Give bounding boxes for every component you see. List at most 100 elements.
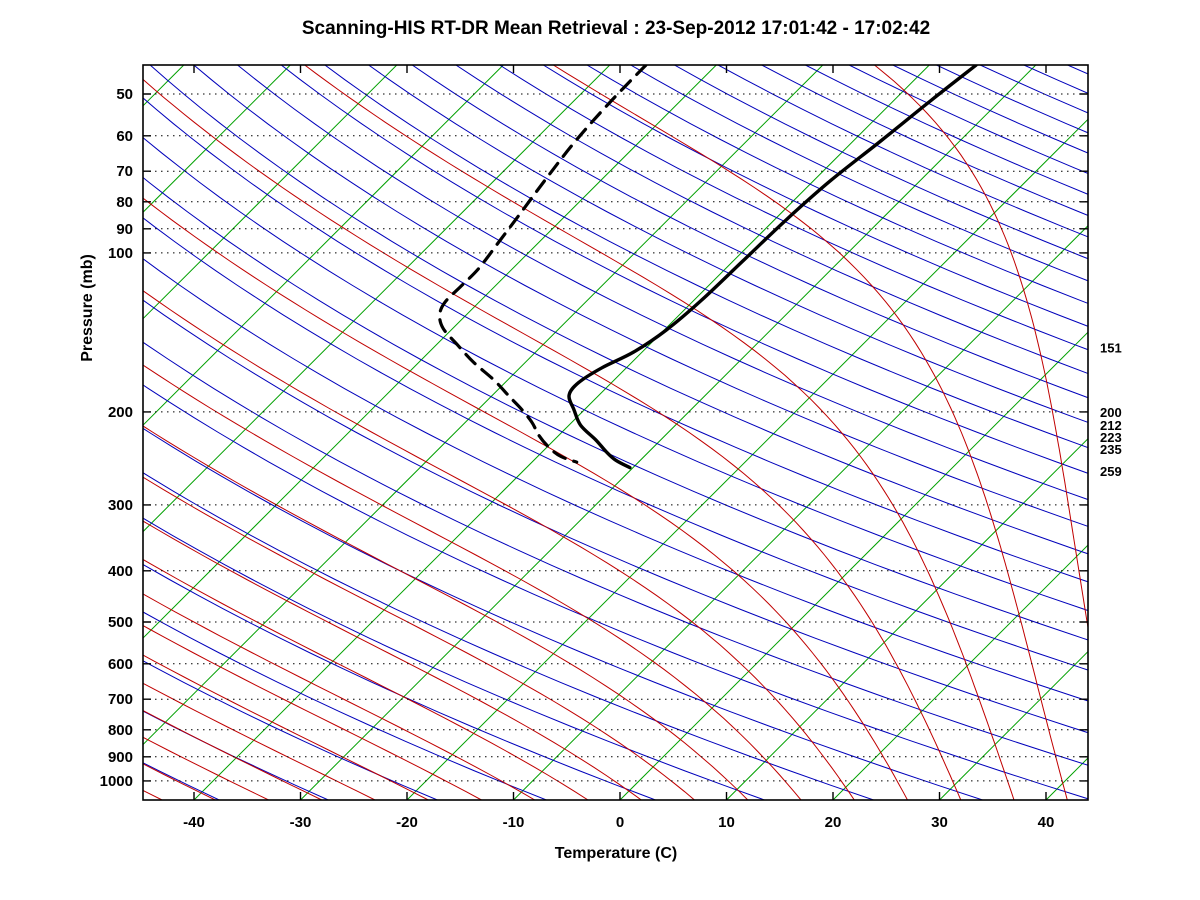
moist-adiabat-line bbox=[143, 290, 855, 800]
dry-adiabat-line bbox=[143, 517, 765, 800]
dry-adiabat-line bbox=[848, 65, 1088, 174]
dry-adiabat-line bbox=[499, 65, 1088, 351]
dry-adiabat-line bbox=[630, 65, 1088, 282]
isotherm-line bbox=[143, 65, 717, 639]
y-tick-label: 300 bbox=[108, 497, 133, 514]
x-tick-label: -30 bbox=[290, 814, 312, 831]
dry-adiabat-line bbox=[368, 65, 1088, 423]
y-tick-label: 500 bbox=[108, 614, 133, 631]
dry-adiabat-line bbox=[586, 65, 1088, 304]
background-line-families bbox=[0, 65, 1088, 800]
y-tick-label: 700 bbox=[108, 691, 133, 708]
moist-adiabat-line bbox=[874, 65, 1088, 631]
moist-adiabat-line bbox=[143, 476, 695, 800]
x-tick-label: 0 bbox=[616, 814, 624, 831]
isotherm-line bbox=[406, 118, 1088, 800]
dry-adiabat-line bbox=[280, 65, 1088, 474]
dry-adiabat-line bbox=[143, 299, 1088, 734]
sounding-profiles bbox=[438, 65, 978, 470]
isotherm-line bbox=[143, 65, 504, 426]
isotherm-line bbox=[1045, 757, 1088, 800]
x-tick-label: 10 bbox=[718, 814, 735, 831]
right-pressure-label: 223 bbox=[1100, 430, 1122, 445]
y-tick-label: 800 bbox=[108, 722, 133, 739]
y-tick-label: 90 bbox=[116, 221, 133, 238]
isotherm-line bbox=[832, 544, 1088, 800]
y-tick-label: 900 bbox=[108, 749, 133, 766]
dry-adiabat-line bbox=[143, 660, 438, 800]
y-tick-label: 70 bbox=[116, 163, 133, 180]
isotherm-line bbox=[513, 225, 1088, 800]
x-tick-label: -40 bbox=[183, 814, 205, 831]
dry-adiabat-line bbox=[143, 762, 220, 800]
moist-adiabat-line bbox=[143, 197, 908, 800]
isotherm-line bbox=[300, 65, 1037, 800]
dry-adiabat-line bbox=[324, 65, 1088, 449]
moist-adiabat-line bbox=[0, 65, 109, 800]
moist-adiabat-line bbox=[143, 654, 429, 800]
x-axis-label: Temperature (C) bbox=[554, 845, 678, 862]
moist-adiabat-line bbox=[304, 65, 1015, 800]
x-tick-label: 20 bbox=[825, 814, 842, 831]
dry-adiabat-line bbox=[143, 611, 547, 800]
dry-adiabat-line bbox=[411, 65, 1088, 399]
moist-adiabat-line bbox=[143, 364, 802, 800]
moist-adiabat-line bbox=[143, 558, 589, 800]
y-tick-label: 1000 bbox=[100, 773, 133, 790]
isotherm-line bbox=[939, 650, 1088, 800]
moist-adiabat-line bbox=[143, 624, 482, 800]
moist-adiabat-line bbox=[143, 593, 536, 800]
moist-adiabat-line bbox=[143, 710, 323, 800]
plot-border bbox=[142, 64, 1089, 801]
right-pressure-label: 212 bbox=[1100, 418, 1122, 433]
isotherm-line bbox=[143, 65, 291, 213]
right-pressure-label: 151 bbox=[1100, 340, 1122, 355]
moist-adiabat-line bbox=[143, 78, 962, 800]
dry-adiabat-line bbox=[143, 384, 1088, 800]
y-tick-label: 50 bbox=[116, 86, 133, 103]
moist-adiabat-line bbox=[143, 520, 642, 800]
right-pressure-label: 259 bbox=[1100, 464, 1122, 479]
dry-adiabat-line bbox=[761, 65, 1088, 216]
isotherm-line bbox=[143, 65, 824, 746]
dry-adiabat-line bbox=[193, 65, 1088, 527]
isotherm-line bbox=[619, 331, 1088, 800]
dry-adiabat-line bbox=[979, 65, 1088, 114]
dry-adiabat-line bbox=[143, 137, 1088, 612]
temperature-profile bbox=[567, 65, 978, 470]
right-pressure-label: 235 bbox=[1100, 442, 1122, 457]
dry-adiabat-line bbox=[0, 65, 110, 800]
isotherm-line bbox=[726, 437, 1088, 800]
dry-adiabat-line bbox=[149, 65, 1088, 555]
dry-adiabat-line bbox=[674, 65, 1088, 260]
x-tick-label: 40 bbox=[1038, 814, 1055, 831]
moist-adiabat-line bbox=[143, 425, 749, 800]
dry-adiabat-line bbox=[143, 217, 1088, 671]
dry-adiabat-line bbox=[143, 258, 1088, 702]
y-tick-label: 600 bbox=[108, 656, 133, 673]
x-tick-label: 30 bbox=[931, 814, 948, 831]
isotherm-line bbox=[143, 65, 611, 533]
dry-adiabat-line bbox=[143, 710, 329, 800]
dry-adiabat-line bbox=[717, 65, 1088, 238]
dewpoint-profile bbox=[438, 65, 648, 464]
dry-adiabat-line bbox=[455, 65, 1088, 375]
dry-adiabat-line bbox=[805, 65, 1088, 195]
dry-adiabat-line bbox=[143, 472, 874, 800]
dry-adiabat-line bbox=[143, 176, 1088, 641]
y-tick-label: 200 bbox=[108, 404, 133, 421]
dry-adiabat-line bbox=[143, 97, 1088, 583]
isotherm-line bbox=[193, 65, 930, 800]
x-tick-label: -10 bbox=[503, 814, 525, 831]
moist-adiabat-line bbox=[143, 682, 376, 800]
right-pressure-label: 200 bbox=[1100, 405, 1122, 420]
moist-adiabat-line bbox=[553, 65, 1068, 800]
dry-adiabat-line bbox=[237, 65, 1088, 501]
isotherm-line bbox=[0, 65, 77, 800]
moist-adiabat-line bbox=[143, 763, 216, 800]
dry-adiabat-line bbox=[543, 65, 1088, 327]
y-axis-label: Pressure (mb) bbox=[79, 254, 96, 362]
dry-adiabat-line bbox=[143, 563, 656, 800]
y-tick-label: 60 bbox=[116, 128, 133, 145]
